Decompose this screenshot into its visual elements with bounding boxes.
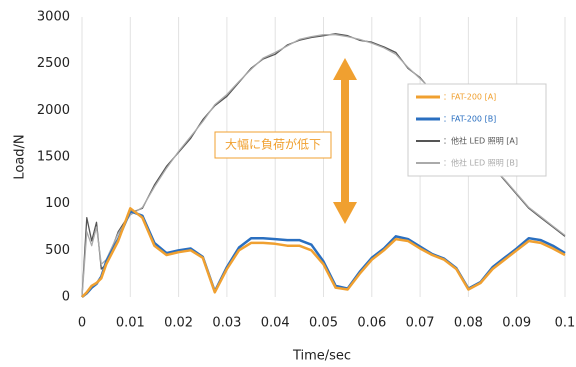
x-tick-label: 0.04: [261, 316, 290, 331]
legend-label: ：FAT-200 [A]: [443, 93, 496, 102]
y-tick-label: 2000: [37, 103, 70, 118]
annotation-box: [214, 131, 332, 159]
y-tick-label: 3000: [37, 10, 70, 25]
legend-box: [407, 83, 547, 177]
x-axis-title: Time/sec: [292, 349, 351, 364]
arrow: [333, 58, 357, 224]
y-tick-label: 500: [45, 243, 70, 258]
x-tick-label: 0.09: [502, 316, 531, 331]
y-axis-title: Load/N: [13, 134, 28, 179]
x-tick-label: 0.05: [309, 316, 338, 331]
y-tick-label: 1500: [37, 150, 70, 165]
x-tick-label: 0: [78, 316, 86, 331]
legend-label: ：FAT-200 [B]: [443, 115, 496, 124]
legend-label: ：他社 LED 照明 [A]: [443, 136, 518, 146]
legend: ：FAT-200 [A] ：FAT-200 [B] ：他社 LED 照明 [A] ：他…: [416, 93, 518, 168]
annotation: 大幅に負荷が低下: [225, 137, 321, 152]
legend-label: ：他社 LED 照明 [B]: [443, 158, 518, 168]
x-tick-label: 0.02: [164, 316, 193, 331]
y-tick-label: 2500: [37, 56, 70, 71]
x-tick-label: 0.01: [116, 316, 145, 331]
x-tick-label: 0.03: [212, 316, 241, 331]
y-tick-label: 0: [62, 290, 70, 305]
x-tick-label: 0.08: [454, 316, 483, 331]
x-tick-label: 0.07: [406, 316, 435, 331]
series-line: [81, 207, 566, 298]
x-tick-label: 0.1: [555, 316, 576, 331]
x-tick-label: 0.06: [357, 316, 386, 331]
y-tick-label: 100: [45, 196, 70, 211]
